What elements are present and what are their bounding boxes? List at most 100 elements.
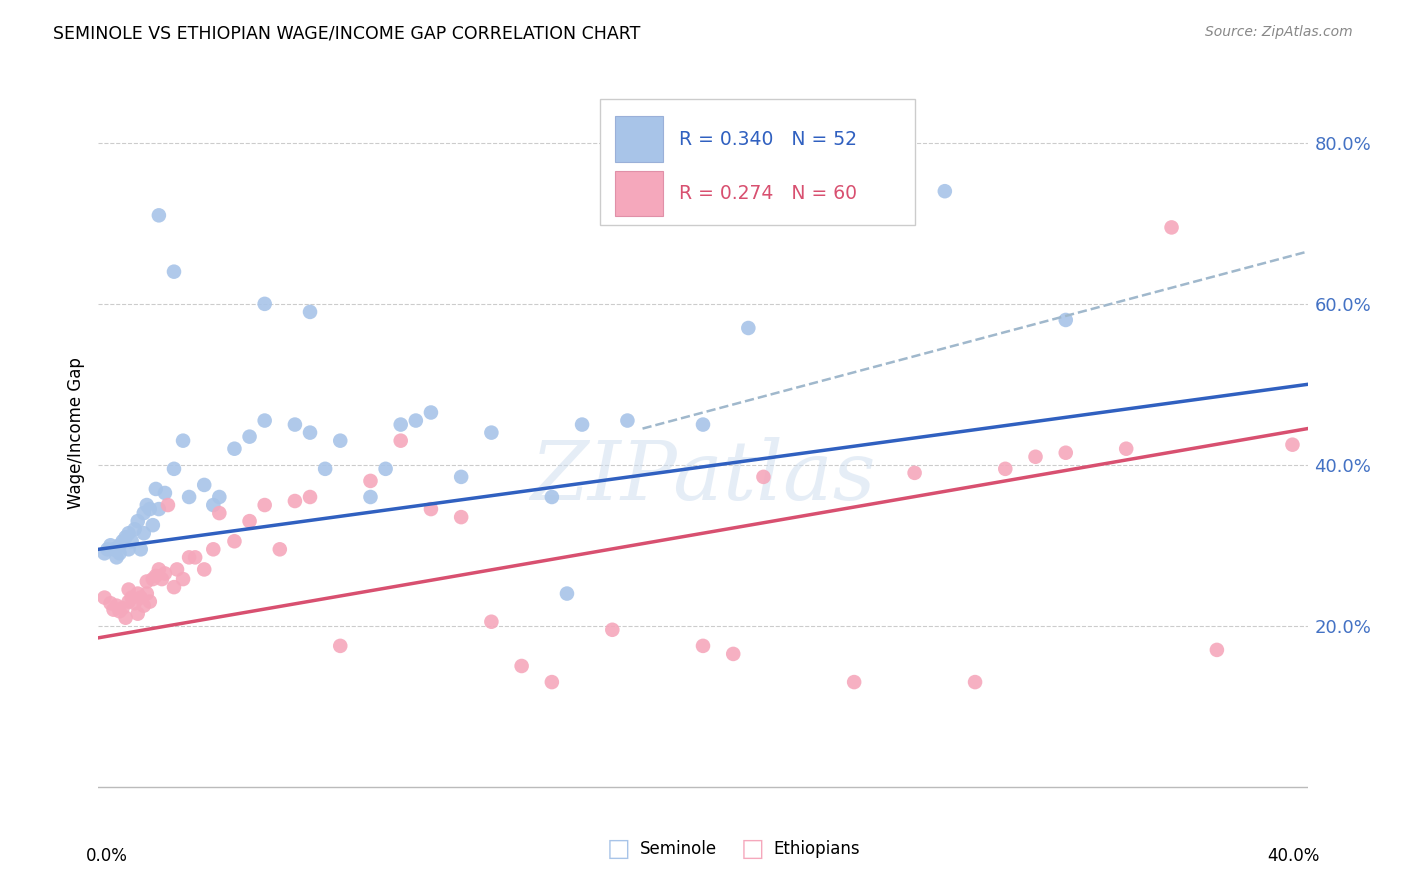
Point: [132, 599, 155, 613]
Point: [96, 542, 118, 557]
Point: [184, 550, 207, 565]
Point: [253, 297, 276, 311]
Point: [389, 434, 412, 448]
Point: [329, 434, 352, 448]
Point: [299, 305, 322, 319]
Point: [224, 534, 246, 549]
Point: [314, 462, 336, 476]
Point: [121, 591, 143, 605]
Point: [118, 526, 141, 541]
Point: [994, 462, 1017, 476]
Point: [100, 596, 122, 610]
Point: [752, 470, 775, 484]
Point: [139, 502, 162, 516]
Point: [193, 562, 215, 576]
Point: [111, 601, 134, 615]
Point: [166, 562, 188, 576]
Point: [142, 518, 165, 533]
Point: [114, 530, 136, 544]
Point: [145, 569, 167, 583]
Point: [124, 522, 146, 536]
Point: [163, 580, 186, 594]
Point: [284, 494, 307, 508]
Text: ZIPatlas: ZIPatlas: [530, 437, 876, 517]
Point: [156, 498, 179, 512]
Text: Source: ZipAtlas.com: Source: ZipAtlas.com: [1205, 25, 1353, 39]
Point: [904, 466, 927, 480]
Point: [1115, 442, 1137, 456]
Point: [172, 572, 194, 586]
Point: [179, 490, 201, 504]
Text: R = 0.340   N = 52: R = 0.340 N = 52: [679, 130, 856, 149]
Point: [752, 200, 775, 214]
Point: [132, 526, 155, 541]
Point: [934, 184, 956, 198]
Point: [153, 566, 176, 581]
Point: [723, 647, 745, 661]
Point: [1054, 446, 1077, 460]
Point: [239, 514, 262, 528]
Point: [420, 405, 443, 419]
Point: [360, 474, 382, 488]
Text: □: □: [607, 838, 630, 861]
Point: [284, 417, 307, 432]
Point: [118, 582, 141, 597]
Point: [269, 542, 291, 557]
Point: [148, 562, 170, 576]
Point: [179, 550, 201, 565]
Point: [389, 417, 412, 432]
Point: [100, 538, 122, 552]
Point: [103, 602, 125, 616]
Point: [145, 482, 167, 496]
Point: [135, 498, 157, 512]
Point: [135, 574, 157, 589]
Bar: [614, 170, 664, 217]
Point: [616, 413, 638, 427]
Point: [129, 542, 152, 557]
Point: [450, 510, 472, 524]
Y-axis label: Wage/Income Gap: Wage/Income Gap: [66, 357, 84, 508]
Point: [253, 498, 276, 512]
Point: [540, 675, 562, 690]
Point: [148, 208, 170, 222]
Point: [420, 502, 443, 516]
Text: Seminole: Seminole: [640, 840, 717, 858]
Text: R = 0.274   N = 60: R = 0.274 N = 60: [679, 184, 856, 203]
Point: [108, 546, 131, 560]
Point: [142, 572, 165, 586]
Point: [108, 604, 131, 618]
Point: [127, 586, 149, 600]
Point: [111, 534, 134, 549]
Point: [129, 591, 152, 605]
Point: [135, 586, 157, 600]
Bar: [614, 117, 664, 162]
Point: [172, 434, 194, 448]
Point: [253, 413, 276, 427]
Point: [224, 442, 246, 456]
FancyBboxPatch shape: [600, 99, 915, 226]
Point: [163, 462, 186, 476]
Point: [692, 639, 714, 653]
Point: [360, 490, 382, 504]
Point: [150, 572, 173, 586]
Point: [481, 425, 503, 440]
Point: [105, 550, 128, 565]
Point: [163, 265, 186, 279]
Point: [299, 425, 322, 440]
Point: [239, 430, 262, 444]
Text: 40.0%: 40.0%: [1267, 847, 1320, 865]
Text: Ethiopians: Ethiopians: [773, 840, 860, 858]
Point: [114, 610, 136, 624]
Point: [148, 502, 170, 516]
Point: [540, 490, 562, 504]
Point: [208, 490, 231, 504]
Point: [1281, 438, 1303, 452]
Point: [121, 534, 143, 549]
Point: [193, 478, 215, 492]
Text: 0.0%: 0.0%: [86, 847, 128, 865]
Point: [329, 639, 352, 653]
Point: [737, 321, 759, 335]
Point: [139, 594, 162, 608]
Point: [405, 413, 427, 427]
Point: [602, 623, 624, 637]
